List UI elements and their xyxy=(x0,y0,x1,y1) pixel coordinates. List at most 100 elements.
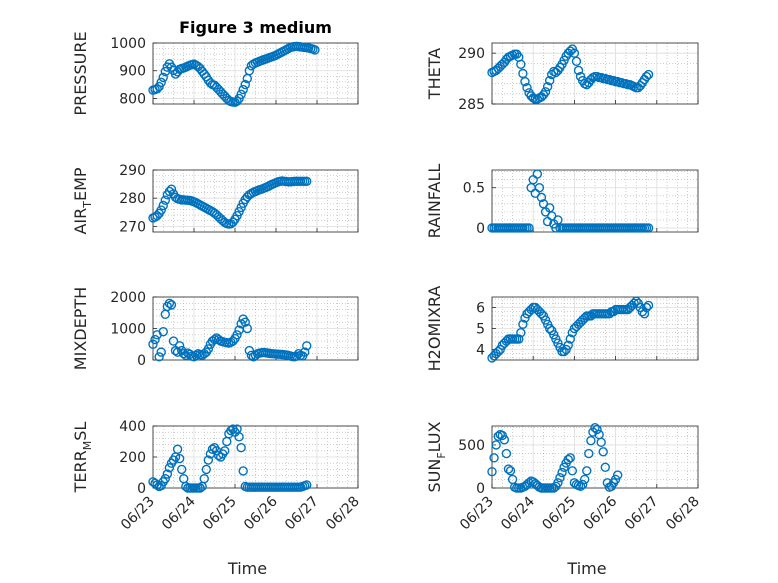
data-point xyxy=(563,340,573,350)
data-point xyxy=(302,480,312,490)
data-point xyxy=(503,464,514,474)
data-point xyxy=(641,71,652,82)
axes-box xyxy=(491,296,699,361)
data-point xyxy=(493,346,503,357)
data-point xyxy=(302,341,312,351)
data-point xyxy=(172,444,183,454)
y-tick-label: 0 xyxy=(137,481,146,497)
data-point xyxy=(520,76,530,87)
data-point xyxy=(302,176,312,186)
data-point xyxy=(236,443,246,453)
data-point xyxy=(497,430,507,441)
data-point xyxy=(553,478,563,488)
y-tick-label: 4 xyxy=(476,343,485,359)
y-axis-label: AIRTEMP xyxy=(71,167,94,234)
data-point xyxy=(590,423,600,433)
y-tick-label: 500 xyxy=(458,438,485,454)
data-point xyxy=(532,169,543,179)
y-axis-label: TERRMSL xyxy=(71,422,94,494)
y-tick-label: 400 xyxy=(119,419,146,435)
data-point xyxy=(164,463,175,473)
y-tick-label: 800 xyxy=(119,91,146,107)
data-point xyxy=(505,466,516,476)
data-point xyxy=(148,339,158,349)
data-point xyxy=(501,448,512,459)
x-tick-label: 06/27 xyxy=(282,494,322,534)
data-point xyxy=(246,350,257,360)
subplot-6: 4 5 6 H2OMIXRA xyxy=(425,286,699,371)
data-point xyxy=(584,448,594,459)
data-point xyxy=(575,481,586,491)
data-point xyxy=(152,84,162,94)
data-point xyxy=(174,341,185,351)
y-tick-label: 200 xyxy=(119,450,146,466)
data-point xyxy=(522,83,532,93)
data-point xyxy=(592,424,602,435)
data-point xyxy=(577,479,588,490)
data-point xyxy=(563,454,573,465)
data-point xyxy=(213,450,224,461)
data-point xyxy=(201,464,212,475)
x-tick-label: 06/24 xyxy=(498,493,538,533)
x-tick-label: 06/27 xyxy=(622,494,662,534)
subplot-5: 0 1000 2000 MIXDEPTH xyxy=(71,287,359,370)
data-point xyxy=(544,323,555,334)
x-tick-label: 06/23 xyxy=(118,494,158,534)
y-axis-label: SUNFLUX xyxy=(425,421,448,492)
x-tick-label: 06/26 xyxy=(241,493,281,533)
subplot-8: 0 500 06/23 06/24 06/25 06/26 06/27 06/28 SUNFLU… xyxy=(425,421,703,578)
y-tick-label: 0 xyxy=(137,353,146,369)
data-point xyxy=(540,87,551,97)
y-tick-label: 285 xyxy=(458,97,485,113)
data-point xyxy=(300,347,310,357)
data-point xyxy=(228,336,238,346)
y-tick-label: 0.5 xyxy=(463,181,485,197)
data-point xyxy=(150,334,160,345)
subplot-3: 270 280 290 AIRTEMP xyxy=(71,163,359,235)
data-point xyxy=(596,437,606,448)
data-point xyxy=(166,300,177,310)
data-point xyxy=(199,474,209,484)
y-tick-label: 270 xyxy=(119,219,146,235)
data-point xyxy=(158,326,168,337)
x-tick-label: 06/25 xyxy=(539,494,579,534)
data-point xyxy=(226,425,236,436)
data-point xyxy=(524,478,534,488)
y-tick-label: 280 xyxy=(119,191,146,207)
data-point xyxy=(491,440,501,450)
data-point xyxy=(168,336,179,346)
data-point xyxy=(499,435,510,445)
data-point xyxy=(567,466,578,476)
x-tick-label: 06/28 xyxy=(323,494,363,534)
data-point xyxy=(565,334,575,344)
y-tick-label: 0 xyxy=(476,481,485,497)
y-tick-label: 6 xyxy=(476,301,485,317)
x-tick-label: 06/25 xyxy=(200,494,240,534)
data-point xyxy=(166,184,177,194)
data-point xyxy=(172,347,183,357)
data-point xyxy=(160,474,171,484)
data-point xyxy=(160,195,171,205)
data-point xyxy=(641,302,652,313)
data-point xyxy=(154,352,164,362)
subplot-7: 0 200 400 06/23 06/24 06/25 06/26 06/27 06/28 TER… xyxy=(71,419,363,578)
data-point xyxy=(534,183,545,193)
data-point xyxy=(639,309,650,319)
data-point xyxy=(571,56,582,66)
data-point xyxy=(203,344,214,354)
data-point xyxy=(559,462,569,473)
y-tick-label: 5 xyxy=(476,322,485,338)
data-point xyxy=(580,474,590,485)
data-point xyxy=(179,349,189,359)
y-tick-label: 290 xyxy=(119,163,146,179)
data-point xyxy=(234,432,244,442)
data-point xyxy=(232,96,242,106)
data-point xyxy=(238,466,248,476)
data-point xyxy=(236,319,246,329)
data-point xyxy=(156,77,166,88)
data-point xyxy=(555,472,565,483)
data-point xyxy=(242,323,253,334)
data-point xyxy=(220,446,230,456)
data-point xyxy=(544,75,555,86)
